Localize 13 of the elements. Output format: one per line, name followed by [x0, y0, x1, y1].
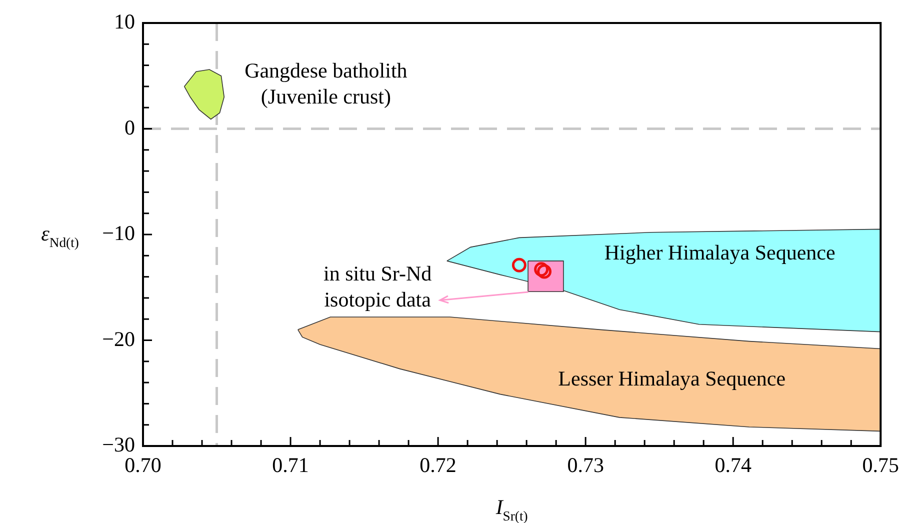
series-label: Higher Himalaya Sequence — [604, 240, 836, 264]
annotation: in situ Sr-Nd isotopic data — [324, 261, 432, 312]
x-tick-label: 0.71 — [272, 453, 309, 478]
y-tick-label: −10 — [102, 221, 135, 246]
series-label: Gangdese batholith (Juvenile crust) — [244, 58, 408, 109]
y-tick-label: 0 — [124, 115, 135, 140]
y-tick-label: 10 — [114, 10, 135, 34]
y-tick-label: −20 — [102, 326, 135, 351]
x-tick-label: 0.72 — [420, 453, 456, 478]
x-tick-label: 0.73 — [567, 453, 604, 478]
x-tick-label: 0.75 — [862, 453, 899, 478]
x-tick-label: 0.74 — [714, 453, 752, 478]
series-label: Lesser Himalaya Sequence — [558, 366, 786, 391]
